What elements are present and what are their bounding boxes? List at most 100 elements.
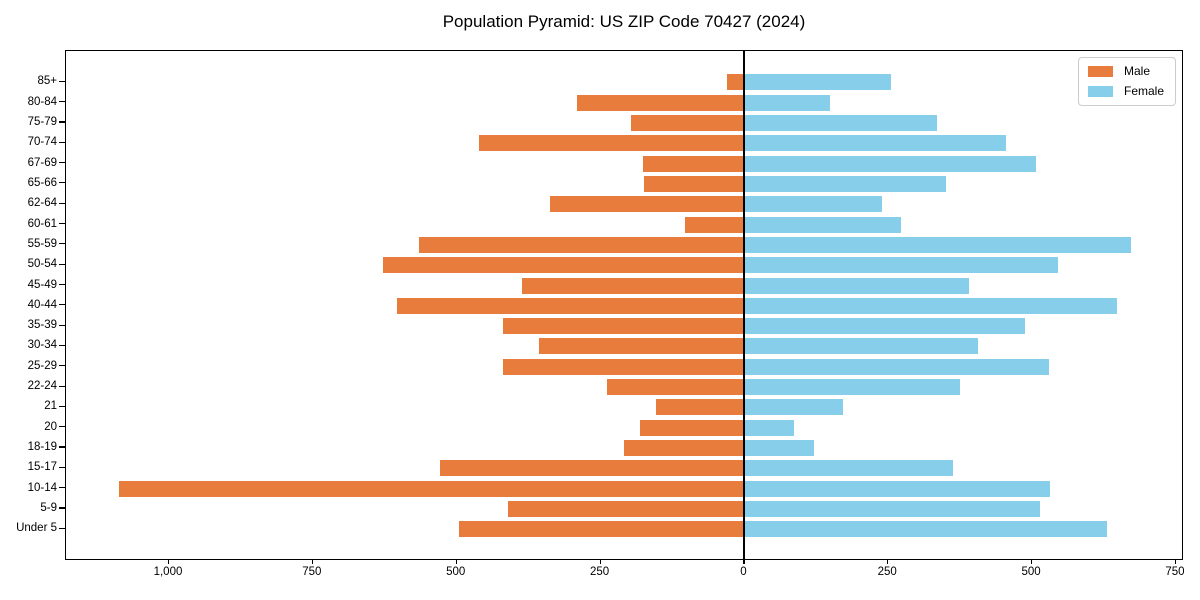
bar-female-40-44 — [743, 297, 1117, 314]
y-tick-mark — [59, 161, 65, 164]
bar-female-30-34 — [743, 338, 978, 355]
y-tick-label: 80-84 — [27, 95, 57, 108]
bar-female-18-19 — [743, 440, 815, 457]
y-tick-label: 10-14 — [27, 481, 57, 494]
bar-female-Under 5 — [743, 521, 1107, 538]
bar-male-40-44 — [396, 297, 744, 314]
bar-female-50-54 — [743, 257, 1058, 274]
bar-female-62-64 — [743, 196, 883, 213]
bar-female-45-49 — [743, 277, 969, 294]
y-tick-label: 45-49 — [27, 278, 57, 291]
y-tick-mark — [59, 324, 65, 326]
y-tick-label: 30-34 — [27, 339, 57, 352]
y-tick-label: 85+ — [37, 75, 57, 88]
bar-male-21 — [656, 399, 744, 416]
bar-female-25-29 — [743, 358, 1049, 375]
bar-male-25-29 — [503, 358, 744, 375]
y-axis-labels: 85+ 80-84 75-79 70-74 67-69 65-66 62-64 60-61 55… — [0, 50, 57, 560]
y-tick-mark — [59, 405, 65, 407]
bar-male-65-66 — [644, 175, 744, 192]
y-tick-label: 67-69 — [27, 156, 57, 169]
y-tick-mark — [59, 426, 65, 428]
y-tick-label: 55-59 — [27, 237, 57, 250]
y-tick-label: 18-19 — [27, 441, 57, 454]
bar-male-35-39 — [503, 318, 744, 335]
y-tick-mark — [59, 283, 65, 286]
y-tick-mark — [59, 263, 65, 265]
y-tick-label: 20 — [44, 420, 57, 433]
y-tick-mark — [59, 507, 65, 509]
bar-male-5-9 — [507, 501, 744, 518]
bar-female-65-66 — [743, 175, 946, 192]
y-tick-mark — [59, 243, 65, 245]
bar-male-55-59 — [418, 236, 744, 253]
x-tick-mark — [887, 558, 889, 564]
plot-area: Male Female — [65, 50, 1183, 560]
x-tick-label: 0 — [740, 566, 747, 578]
bar-female-67-69 — [743, 155, 1037, 172]
y-tick-mark — [59, 365, 65, 367]
y-tick-label: 35-39 — [27, 319, 57, 332]
legend-item-female: Female — [1087, 84, 1164, 99]
bar-male-Under 5 — [458, 521, 744, 538]
bar-female-80-84 — [743, 94, 831, 111]
bar-female-35-39 — [743, 318, 1026, 335]
bar-female-60-61 — [743, 216, 902, 233]
y-tick-mark — [59, 466, 65, 468]
bar-male-80-84 — [576, 94, 744, 111]
x-tick-label: 250 — [877, 566, 897, 578]
y-tick-mark — [59, 446, 65, 448]
x-tick-label: 750 — [302, 566, 322, 578]
x-tick-label: 250 — [589, 566, 610, 578]
chart-title: Population Pyramid: US ZIP Code 70427 (2… — [442, 12, 806, 31]
bar-male-85+ — [727, 74, 744, 91]
y-tick-label: 21 — [44, 400, 57, 413]
x-tick-mark — [599, 558, 601, 564]
bar-male-15-17 — [439, 460, 744, 477]
legend: Male Female — [1077, 57, 1176, 106]
legend-female-swatch — [1087, 86, 1113, 97]
bar-male-60-61 — [684, 216, 744, 233]
bar-male-50-54 — [383, 257, 744, 274]
y-tick-label: 62-64 — [27, 197, 57, 210]
bar-male-70-74 — [478, 135, 744, 152]
bar-male-20 — [640, 419, 744, 436]
bar-male-30-34 — [539, 338, 744, 355]
bar-female-10-14 — [743, 480, 1051, 497]
y-tick-mark — [59, 527, 65, 529]
bar-female-5-9 — [743, 501, 1041, 518]
y-tick-label: 25-29 — [27, 359, 57, 372]
bar-male-22-24 — [607, 379, 744, 396]
bar-female-22-24 — [743, 379, 960, 396]
x-tick-mark — [455, 558, 457, 564]
x-tick-mark — [1031, 558, 1033, 564]
y-tick-mark — [59, 121, 65, 123]
y-axis-tick-marks — [59, 50, 65, 560]
y-tick-mark — [59, 304, 65, 306]
x-tick-label: 500 — [446, 566, 466, 578]
y-tick-label: 22-24 — [27, 380, 57, 393]
bar-male-75-79 — [631, 114, 744, 131]
y-tick-label: 60-61 — [27, 217, 57, 230]
x-axis-tick-marks — [65, 558, 1183, 565]
y-tick-mark — [59, 344, 65, 347]
y-tick-label: 50-54 — [27, 258, 57, 271]
bar-male-10-14 — [118, 480, 744, 497]
y-tick-mark — [59, 141, 65, 143]
legend-male-label: Male — [1123, 64, 1150, 78]
bar-male-62-64 — [549, 196, 744, 213]
y-tick-mark — [59, 182, 65, 184]
x-tick-label: 500 — [1021, 566, 1041, 578]
y-tick-mark — [59, 487, 65, 489]
x-tick-label: 750 — [1165, 566, 1185, 578]
y-tick-mark — [59, 385, 65, 387]
y-tick-mark — [59, 101, 65, 103]
bar-female-70-74 — [743, 135, 1006, 152]
legend-female-label: Female — [1123, 84, 1164, 98]
x-tick-label: 1,000 — [153, 566, 183, 578]
y-tick-mark — [59, 80, 65, 82]
x-tick-mark — [1174, 558, 1177, 564]
zero-axis-line — [743, 51, 745, 559]
bar-male-45-49 — [522, 277, 744, 294]
